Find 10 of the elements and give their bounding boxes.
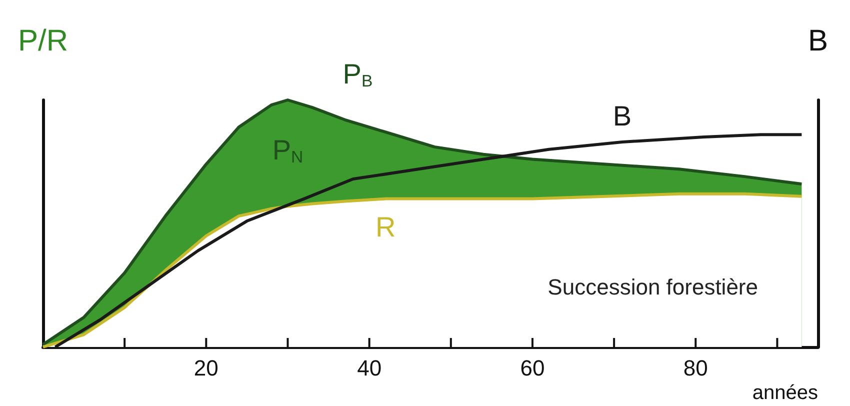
y-axis-title: P/R [18,24,68,58]
x-tick-label: 40 [357,356,382,380]
x-axis-title: années [752,382,818,404]
x-tick-label: 20 [194,356,218,380]
annotation: Succession forestière [548,274,758,300]
y2-axis-title: B [808,24,828,58]
series-label: R [376,211,396,242]
series-label: B [612,100,632,132]
x-tick-label: 80 [683,356,708,380]
x-tick-label: 60 [520,356,545,380]
